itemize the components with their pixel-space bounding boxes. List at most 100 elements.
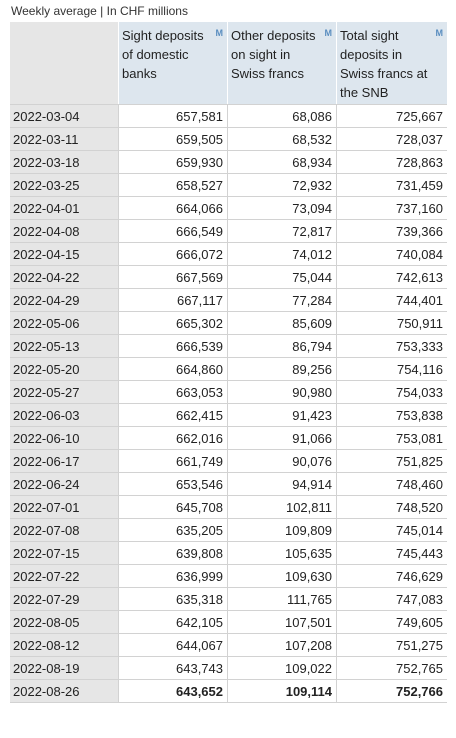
row-value: 644,067 xyxy=(118,633,227,656)
row-date: 2022-07-29 xyxy=(10,587,118,610)
column-header-label: Total sight deposits in Swiss francs at … xyxy=(340,28,428,100)
row-value: 109,809 xyxy=(227,518,336,541)
row-value: 635,205 xyxy=(118,518,227,541)
table-row: 2022-07-08 635,205 109,809 745,014 xyxy=(10,518,447,541)
row-value: 662,415 xyxy=(118,403,227,426)
row-value: 662,016 xyxy=(118,426,227,449)
row-value: 109,022 xyxy=(227,656,336,679)
row-value: 751,825 xyxy=(336,449,447,472)
table-row: 2022-04-01 664,066 73,094 737,160 xyxy=(10,196,447,219)
row-value: 731,459 xyxy=(336,173,447,196)
row-value: 643,743 xyxy=(118,656,227,679)
row-value: 661,749 xyxy=(118,449,227,472)
sight-deposits-table: Sight deposits of domestic banks M Other… xyxy=(10,22,447,703)
table-row: 2022-08-19 643,743 109,022 752,765 xyxy=(10,656,447,679)
row-date: 2022-06-24 xyxy=(10,472,118,495)
row-date: 2022-03-18 xyxy=(10,150,118,173)
row-date: 2022-07-22 xyxy=(10,564,118,587)
row-date: 2022-07-08 xyxy=(10,518,118,541)
row-value: 91,423 xyxy=(227,403,336,426)
table-row: 2022-07-29 635,318 111,765 747,083 xyxy=(10,587,447,610)
row-date: 2022-04-29 xyxy=(10,288,118,311)
row-date: 2022-07-01 xyxy=(10,495,118,518)
row-value: 107,501 xyxy=(227,610,336,633)
row-value: 754,116 xyxy=(336,357,447,380)
row-value: 109,114 xyxy=(227,679,336,703)
row-date: 2022-05-13 xyxy=(10,334,118,357)
row-value: 737,160 xyxy=(336,196,447,219)
row-value: 74,012 xyxy=(227,242,336,265)
table-row: 2022-06-10 662,016 91,066 753,081 xyxy=(10,426,447,449)
table-row: 2022-04-15 666,072 74,012 740,084 xyxy=(10,242,447,265)
row-value: 105,635 xyxy=(227,541,336,564)
table-row: 2022-05-27 663,053 90,980 754,033 xyxy=(10,380,447,403)
table-row: 2022-08-05 642,105 107,501 749,605 xyxy=(10,610,447,633)
row-value: 72,817 xyxy=(227,219,336,242)
row-date: 2022-04-22 xyxy=(10,265,118,288)
row-value: 745,443 xyxy=(336,541,447,564)
table-row: 2022-03-25 658,527 72,932 731,459 xyxy=(10,173,447,196)
table-row: 2022-05-06 665,302 85,609 750,911 xyxy=(10,311,447,334)
row-value: 740,084 xyxy=(336,242,447,265)
row-date: 2022-04-08 xyxy=(10,219,118,242)
row-date: 2022-05-20 xyxy=(10,357,118,380)
row-date: 2022-03-11 xyxy=(10,127,118,150)
row-value: 68,934 xyxy=(227,150,336,173)
table-row: 2022-08-12 644,067 107,208 751,275 xyxy=(10,633,447,656)
table-row: 2022-07-15 639,808 105,635 745,443 xyxy=(10,541,447,564)
row-value: 752,765 xyxy=(336,656,447,679)
row-value: 90,980 xyxy=(227,380,336,403)
row-value: 749,605 xyxy=(336,610,447,633)
row-value: 68,086 xyxy=(227,104,336,127)
row-value: 639,808 xyxy=(118,541,227,564)
header-row: Sight deposits of domestic banks M Other… xyxy=(10,22,447,104)
table-body: 2022-03-04 657,581 68,086 725,667 2022-03-11… xyxy=(10,104,447,703)
metadata-link[interactable]: M xyxy=(435,28,444,38)
row-value: 111,765 xyxy=(227,587,336,610)
table-row: 2022-05-20 664,860 89,256 754,116 xyxy=(10,357,447,380)
row-value: 658,527 xyxy=(118,173,227,196)
row-value: 744,401 xyxy=(336,288,447,311)
row-value: 728,863 xyxy=(336,150,447,173)
row-date: 2022-08-05 xyxy=(10,610,118,633)
row-value: 666,539 xyxy=(118,334,227,357)
table-row: 2022-04-29 667,117 77,284 744,401 xyxy=(10,288,447,311)
table-row: 2022-08-26 643,652 109,114 752,766 xyxy=(10,679,447,703)
metadata-link[interactable]: M xyxy=(215,28,224,38)
row-value: 739,366 xyxy=(336,219,447,242)
row-value: 72,932 xyxy=(227,173,336,196)
row-date: 2022-08-19 xyxy=(10,656,118,679)
row-value: 665,302 xyxy=(118,311,227,334)
table-row: 2022-03-11 659,505 68,532 728,037 xyxy=(10,127,447,150)
column-header-label: Sight deposits of domestic banks xyxy=(122,28,204,81)
row-value: 85,609 xyxy=(227,311,336,334)
row-value: 750,911 xyxy=(336,311,447,334)
row-date: 2022-04-01 xyxy=(10,196,118,219)
table-row: 2022-03-04 657,581 68,086 725,667 xyxy=(10,104,447,127)
row-date: 2022-04-15 xyxy=(10,242,118,265)
row-value: 751,275 xyxy=(336,633,447,656)
column-header-other-deposits: Other deposits on sight in Swiss francs … xyxy=(227,22,336,104)
row-value: 728,037 xyxy=(336,127,447,150)
row-value: 748,460 xyxy=(336,472,447,495)
row-value: 89,256 xyxy=(227,357,336,380)
metadata-link[interactable]: M xyxy=(324,28,333,38)
row-value: 91,066 xyxy=(227,426,336,449)
row-value: 659,930 xyxy=(118,150,227,173)
column-header-label: Other deposits on sight in Swiss francs xyxy=(231,28,316,81)
row-value: 75,044 xyxy=(227,265,336,288)
row-date: 2022-06-10 xyxy=(10,426,118,449)
row-value: 754,033 xyxy=(336,380,447,403)
table-row: 2022-04-08 666,549 72,817 739,366 xyxy=(10,219,447,242)
row-value: 645,708 xyxy=(118,495,227,518)
row-value: 742,613 xyxy=(336,265,447,288)
row-value: 643,652 xyxy=(118,679,227,703)
row-value: 90,076 xyxy=(227,449,336,472)
table-row: 2022-07-01 645,708 102,811 748,520 xyxy=(10,495,447,518)
row-value: 667,117 xyxy=(118,288,227,311)
row-value: 666,072 xyxy=(118,242,227,265)
row-value: 653,546 xyxy=(118,472,227,495)
row-value: 753,838 xyxy=(336,403,447,426)
row-value: 752,766 xyxy=(336,679,447,703)
table-row: 2022-03-18 659,930 68,934 728,863 xyxy=(10,150,447,173)
